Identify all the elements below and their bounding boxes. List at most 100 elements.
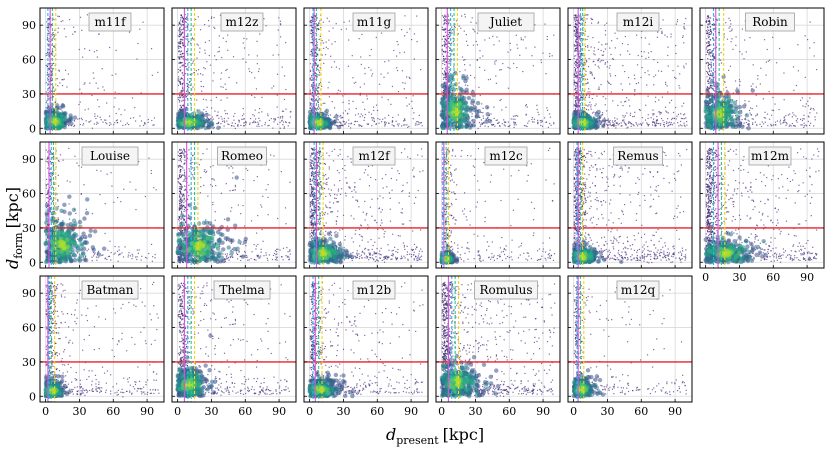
scatter-point: [63, 78, 65, 80]
scatter-point: [580, 15, 582, 17]
scatter-point: [347, 113, 349, 115]
scatter-point: [396, 69, 399, 72]
scatter-point: [606, 119, 608, 121]
scatter-point: [602, 59, 604, 62]
scatter-point: [597, 59, 600, 61]
scatter-point: [656, 119, 658, 121]
scatter-point: [627, 126, 629, 128]
scatter-point: [264, 124, 266, 126]
scatter-point: [179, 69, 181, 71]
scatter-point: [224, 83, 226, 85]
scatter-point: [411, 107, 413, 109]
scatter-point: [575, 22, 577, 25]
scatter-point: [445, 58, 447, 60]
scatter-point: [574, 108, 577, 110]
scatter-point: [122, 124, 124, 127]
scatter-point: [602, 54, 604, 56]
scatter-point: [646, 84, 648, 86]
scatter-point: [612, 124, 614, 126]
scatter-point: [586, 38, 588, 41]
scatter-point: [335, 66, 338, 68]
scatter-point: [191, 112, 193, 114]
scatter-point: [47, 26, 49, 29]
scatter-point: [579, 86, 581, 88]
core-point: [470, 98, 475, 103]
scatter-point: [653, 76, 655, 78]
scatter-point: [582, 38, 584, 40]
scatter-point: [575, 14, 577, 16]
scatter-point: [445, 16, 447, 18]
scatter-point: [274, 119, 276, 121]
scatter-point: [392, 116, 394, 119]
scatter-point: [402, 120, 405, 122]
scatter-point: [364, 73, 366, 75]
scatter-point: [647, 114, 649, 116]
scatter-point: [317, 104, 320, 106]
scatter-point: [647, 117, 649, 119]
scatter-point: [283, 127, 285, 129]
scatter-point: [464, 58, 466, 61]
scatter-point: [579, 37, 581, 39]
scatter-point: [188, 61, 190, 64]
scatter-point: [83, 83, 85, 85]
scatter-point: [180, 51, 182, 53]
scatter-point: [54, 46, 56, 48]
scatter-point: [665, 122, 668, 125]
scatter-point: [441, 45, 443, 47]
scatter-point: [627, 50, 629, 52]
scatter-point: [597, 22, 599, 24]
scatter-point: [587, 14, 589, 16]
scatter-point: [522, 39, 524, 41]
scatter-point: [681, 118, 684, 120]
scatter-point: [660, 28, 662, 30]
scatter-point: [578, 35, 580, 37]
scatter-point: [492, 124, 494, 126]
scatter-point: [478, 86, 480, 89]
scatter-point: [575, 102, 578, 104]
scatter-point: [82, 124, 84, 126]
scatter-point: [443, 70, 446, 72]
scatter-point: [523, 124, 526, 127]
scatter-point: [580, 81, 582, 83]
scatter-point: [53, 90, 55, 93]
scatter-point: [370, 69, 372, 71]
scatter-point: [580, 58, 582, 61]
scatter-point: [448, 69, 450, 71]
scatter-point: [624, 70, 626, 73]
scatter-point: [463, 59, 465, 61]
scatter-point: [640, 123, 642, 125]
scatter-point: [52, 96, 55, 98]
scatter-point: [576, 29, 578, 31]
scatter-point: [654, 125, 656, 127]
scatter-point: [225, 40, 227, 43]
scatter-point: [637, 54, 639, 57]
scatter-point: [212, 118, 214, 120]
scatter-point: [279, 121, 281, 124]
scatter-point: [84, 48, 86, 50]
scatter-point: [408, 125, 410, 128]
scatter-point: [525, 47, 527, 49]
scatter-point: [500, 98, 502, 101]
scatter-point: [466, 74, 468, 76]
scatter-point: [500, 69, 502, 71]
scatter-point: [573, 57, 575, 60]
scatter-point: [666, 36, 668, 38]
scatter-point: [470, 74, 472, 77]
scatter-point: [458, 86, 460, 88]
scatter-point: [50, 53, 52, 55]
scatter-point: [443, 28, 445, 30]
scatter-point: [574, 25, 576, 28]
scatter-point: [179, 27, 181, 29]
scatter-point: [199, 29, 202, 31]
scatter-point: [338, 68, 341, 70]
scatter-point: [590, 22, 593, 24]
scatter-point: [575, 16, 577, 19]
scatter-point: [274, 119, 277, 121]
scatter-point: [573, 25, 575, 28]
core-point: [322, 113, 328, 119]
scatter-point: [48, 53, 50, 55]
scatter-point: [667, 118, 669, 120]
scatter-point: [589, 72, 592, 74]
scatter-point: [611, 58, 614, 60]
scatter-point: [287, 125, 289, 127]
